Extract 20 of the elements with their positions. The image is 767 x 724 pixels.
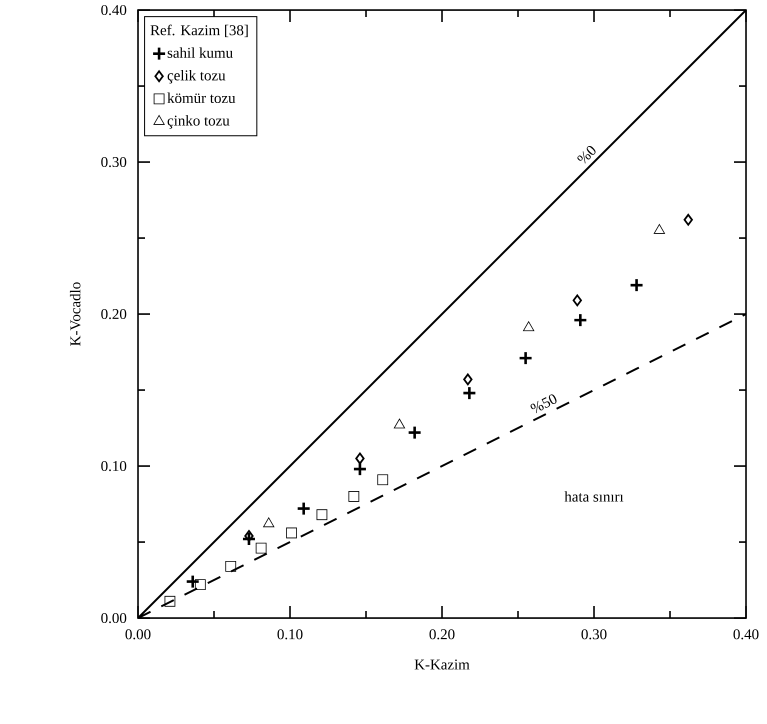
x-tick-label: 0.20 — [429, 629, 455, 640]
annotation: %0 — [577, 146, 596, 164]
legend-label: kömür tozu — [167, 92, 236, 104]
x-tick-label: 0.40 — [733, 629, 759, 640]
y-tick-label: 0.10 — [101, 460, 126, 472]
y-tick-label: 0.40 — [101, 4, 126, 16]
legend-label: çinko tozu — [168, 115, 230, 129]
x-axis-title: K-Kazim — [414, 660, 470, 670]
x-tick-label: 0.30 — [581, 629, 607, 640]
legend-title: Ref. Kazim [38] — [150, 24, 248, 38]
y-tick-label: 0.30 — [101, 156, 126, 168]
annotation: hata sınırı — [564, 491, 624, 502]
x-tick-label: 0.00 — [125, 629, 151, 640]
x-tick-label: 0.10 — [277, 629, 303, 640]
legend-label: sahil kumu — [168, 47, 233, 58]
y-tick-label: 0.20 — [101, 308, 126, 320]
y-axis-title: K-Vocadlo — [70, 282, 81, 346]
y-tick-label: 0.00 — [101, 612, 126, 624]
legend-label: çelik tozu — [168, 70, 226, 84]
annotation: %50 — [530, 394, 557, 414]
